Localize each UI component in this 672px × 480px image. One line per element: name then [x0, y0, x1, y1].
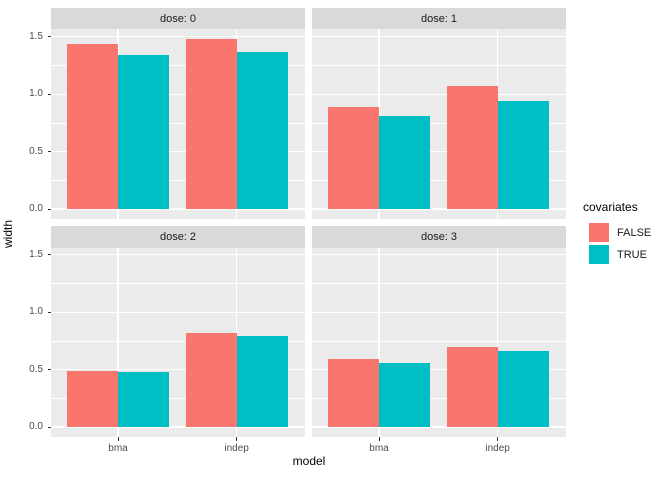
- bar-dose-0-indep-true: [236, 51, 288, 209]
- bar-dose-3-indep-true: [497, 351, 549, 427]
- facet-panel-dose-1: [312, 29, 566, 219]
- bar-dose-0-indep-false: [185, 39, 237, 209]
- bar-dose-3-bma-true: [379, 362, 430, 427]
- gridline-major: [312, 36, 566, 38]
- gridline-major: [51, 208, 305, 210]
- gridline-minor: [312, 179, 566, 181]
- bar-dose-2-indep-false: [185, 332, 237, 427]
- gridline-minor: [51, 397, 305, 399]
- x-tick-label: indep: [224, 443, 249, 454]
- bar-dose-1-indep-true: [497, 101, 549, 209]
- facet-strip-label: dose: 2: [159, 231, 197, 243]
- y-tick-mark: [47, 93, 51, 95]
- bar-dose-3-bma-false: [328, 359, 379, 427]
- y-tick-label: 1.5: [29, 30, 43, 42]
- x-tick-mark: [378, 437, 380, 441]
- facet-strip-dose-0: dose: 0: [51, 8, 305, 29]
- x-tick-mark: [497, 437, 499, 441]
- gridline-minor: [312, 283, 566, 284]
- bar-dose-2-bma-false: [67, 370, 118, 427]
- legend-label-false: FALSE: [617, 226, 652, 239]
- facet-panel-dose-3: [312, 248, 566, 437]
- gridline-major: [51, 254, 305, 256]
- x-tick-label: bma: [108, 443, 128, 454]
- x-tick-label: bma: [369, 443, 389, 454]
- gridline-minor: [51, 65, 305, 66]
- gridline-vertical: [378, 248, 380, 437]
- y-tick-label: 1.0: [29, 306, 43, 318]
- legend-item-false: FALSE: [589, 223, 651, 242]
- legend: covariates FALSE TRUE: [583, 200, 651, 267]
- y-tick-mark: [47, 151, 51, 153]
- gridline-minor: [312, 65, 566, 66]
- bar-dose-1-bma-false: [328, 106, 379, 209]
- legend-title: covariates: [583, 200, 638, 214]
- y-tick-label: 0.0: [29, 203, 43, 214]
- facet-strip-label: dose: 0: [159, 12, 197, 25]
- bar-dose-1-bma-true: [379, 116, 430, 209]
- gridline-minor: [51, 340, 305, 342]
- gridline-minor: [312, 397, 566, 399]
- y-tick-label: 1.0: [29, 88, 43, 100]
- bar-dose-0-bma-false: [67, 43, 118, 209]
- gridline-minor: [51, 179, 305, 181]
- bar-dose-2-bma-true: [118, 371, 169, 427]
- y-tick-label: 0.5: [29, 145, 43, 157]
- y-tick-mark: [47, 311, 51, 313]
- gridline-major: [51, 150, 305, 153]
- gridline-vertical: [117, 248, 119, 437]
- bar-dose-1-indep-false: [446, 86, 498, 209]
- gridline-major: [312, 150, 566, 153]
- legend-swatch-false: [589, 223, 609, 242]
- y-tick-mark: [47, 369, 51, 371]
- y-tick-mark: [47, 208, 51, 210]
- legend-swatch-true: [589, 245, 609, 264]
- gridline-vertical: [496, 248, 499, 437]
- x-tick-mark: [117, 437, 119, 441]
- facet-panel-dose-0: [51, 29, 305, 219]
- y-tick-label: 1.5: [29, 248, 43, 260]
- x-axis-title: model: [292, 454, 326, 468]
- bar-dose-0-bma-true: [118, 55, 169, 209]
- y-tick-mark: [47, 254, 51, 256]
- gridline-major: [51, 368, 305, 371]
- gridline-major: [312, 208, 566, 210]
- gridline-major: [312, 311, 566, 313]
- y-tick-label: 0.0: [29, 421, 43, 432]
- x-tick-mark: [236, 437, 238, 441]
- legend-label-true: TRUE: [617, 248, 647, 261]
- gridline-major: [51, 426, 305, 428]
- facet-strip-dose-1: dose: 1: [312, 8, 566, 29]
- y-tick-label: 0.5: [29, 363, 43, 375]
- gridline-major: [312, 254, 566, 256]
- y-tick-mark: [47, 426, 51, 428]
- gridline-minor: [51, 122, 305, 124]
- facet-strip-label: dose: 3: [420, 231, 458, 243]
- facet-strip-dose-3: dose: 3: [312, 226, 566, 248]
- gridline-major: [312, 426, 566, 428]
- x-tick-label: indep: [485, 443, 510, 454]
- gridline-major: [312, 93, 566, 95]
- facet-strip-dose-2: dose: 2: [51, 226, 305, 248]
- bar-dose-3-indep-false: [446, 346, 498, 427]
- gridline-minor: [51, 283, 305, 284]
- gridline-major: [312, 368, 566, 371]
- y-tick-mark: [47, 36, 51, 38]
- legend-item-true: TRUE: [589, 245, 651, 264]
- gridline-minor: [312, 122, 566, 124]
- gridline-major: [51, 311, 305, 313]
- y-axis-title: width: [1, 220, 15, 249]
- facet-panel-dose-2: [51, 248, 305, 437]
- facet-strip-label: dose: 1: [420, 12, 458, 25]
- gridline-major: [51, 93, 305, 95]
- bar-dose-2-indep-true: [236, 336, 288, 427]
- gridline-minor: [312, 340, 566, 342]
- gridline-major: [51, 36, 305, 38]
